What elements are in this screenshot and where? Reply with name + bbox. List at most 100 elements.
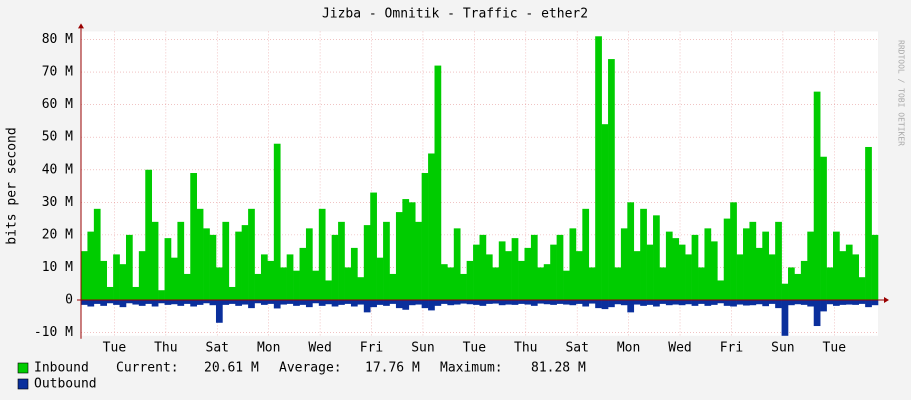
area-step — [781, 283, 789, 300]
axis-arrow — [78, 23, 84, 29]
area-step — [788, 299, 795, 306]
watermark: RRDTOOL / TOBI OETIKER — [897, 40, 906, 146]
legend-stat-value: 20.61 M — [204, 361, 259, 376]
area-step — [537, 299, 545, 304]
y-tick-label: 20 M — [42, 227, 73, 242]
area-step — [575, 251, 583, 300]
area-step — [428, 299, 435, 311]
area-step — [100, 299, 108, 306]
area-step — [511, 238, 519, 300]
area-step — [743, 299, 750, 306]
area-step — [601, 299, 609, 310]
area-step — [556, 299, 564, 304]
area-step — [170, 299, 178, 305]
area-step — [248, 208, 255, 300]
area-step — [550, 244, 557, 300]
area-step — [820, 156, 827, 300]
area-step — [93, 299, 101, 304]
area-step — [164, 299, 172, 305]
area-step — [280, 299, 287, 305]
area-step — [672, 238, 680, 300]
area-step — [158, 290, 165, 300]
area-step — [659, 299, 667, 304]
area-step — [743, 228, 750, 300]
area-step — [665, 299, 673, 306]
area-step — [595, 36, 602, 300]
area-step — [678, 299, 686, 306]
area-step — [113, 299, 120, 305]
area-step — [543, 299, 551, 305]
area-step — [254, 299, 262, 304]
area-step — [749, 299, 757, 306]
area-step — [395, 299, 403, 309]
area-step — [653, 299, 660, 307]
area-step — [81, 299, 88, 305]
area-step — [582, 299, 590, 307]
area-step — [312, 270, 320, 300]
area-step — [447, 299, 455, 306]
area-step — [132, 286, 140, 300]
area-step — [601, 124, 609, 300]
area-step — [691, 234, 699, 300]
area-step — [447, 267, 455, 300]
area-step — [865, 146, 872, 300]
area-step — [794, 273, 802, 300]
y-axis-label: bits per second — [5, 127, 20, 244]
area-step — [273, 299, 281, 309]
area-step — [704, 228, 712, 300]
area-step — [685, 254, 692, 300]
area-step — [164, 238, 172, 300]
area-step — [858, 299, 866, 304]
area-step — [640, 299, 647, 306]
area-step — [524, 247, 532, 300]
area-step — [710, 299, 718, 305]
legend-stat-value: 81.28 M — [531, 361, 586, 376]
area-step — [518, 260, 525, 300]
area-step — [614, 299, 622, 305]
area-step — [177, 221, 185, 300]
area-step — [305, 228, 313, 300]
area-step — [524, 299, 532, 305]
area-step — [286, 299, 294, 304]
area-step — [511, 299, 519, 305]
area-step — [183, 273, 191, 300]
area-step — [299, 247, 307, 300]
area-step — [119, 264, 127, 300]
area-step — [106, 299, 114, 304]
area-step — [788, 267, 795, 300]
area-step — [318, 299, 326, 306]
area-step — [492, 299, 500, 304]
area-step — [865, 299, 872, 308]
area-step — [383, 299, 390, 306]
area-step — [569, 228, 577, 300]
area-step — [833, 231, 840, 300]
area-step — [563, 270, 570, 300]
area-step — [248, 299, 255, 309]
y-tick-label: 80 M — [42, 32, 73, 47]
area-step — [408, 299, 416, 306]
area-step — [376, 257, 384, 300]
area-step — [106, 286, 114, 300]
area-step — [190, 299, 197, 307]
area-step — [235, 231, 242, 300]
area-step — [363, 299, 371, 313]
axis-arrow — [884, 296, 889, 303]
area-step — [492, 267, 500, 300]
area-step — [125, 299, 133, 304]
area-step — [871, 234, 879, 300]
area-step — [775, 221, 782, 300]
area-step — [286, 254, 294, 300]
legend-stat-value: 17.76 M — [365, 361, 420, 376]
legend-stat-label: Maximum: — [440, 361, 503, 376]
x-tick-label: Mon — [617, 340, 640, 355]
area-step — [119, 299, 127, 308]
area-step — [717, 299, 725, 304]
y-tick-label: 10 M — [42, 260, 73, 275]
area-step — [415, 299, 422, 305]
area-step — [858, 277, 866, 300]
area-step — [717, 280, 725, 300]
legend-stat-label: Current: — [116, 361, 179, 376]
area-step — [614, 267, 622, 300]
area-step — [505, 299, 512, 305]
x-tick-label: Tue — [103, 340, 127, 355]
